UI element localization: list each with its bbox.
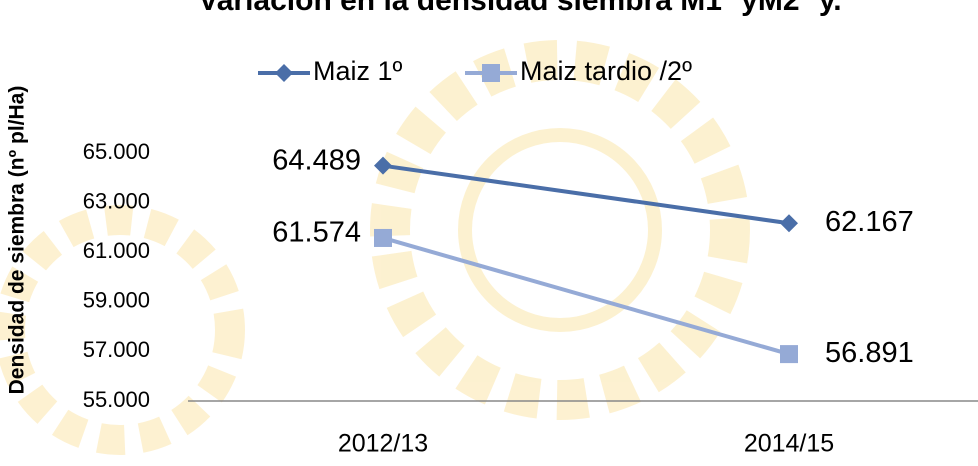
- series-line: [382, 236, 790, 357]
- legend-marker: [275, 64, 293, 82]
- y-tick-label: 61.000: [83, 238, 150, 263]
- marker: [780, 214, 798, 233]
- data-label: 61.574: [272, 217, 361, 249]
- y-tick-label: 57.000: [83, 337, 150, 362]
- data-label: 56.891: [825, 337, 914, 369]
- x-tick-label: 2014/15: [744, 430, 834, 458]
- series-line: [382, 163, 790, 226]
- y-tick-label: 63.000: [83, 188, 150, 213]
- data-label: 64.489: [272, 144, 361, 176]
- chart-title: Variación en la densidad siembra M1º yM2…: [198, 0, 841, 17]
- y-tick-label: 55.000: [83, 387, 150, 412]
- marker: [374, 156, 392, 175]
- data-label: 62.167: [825, 206, 914, 238]
- marker: [780, 345, 798, 364]
- y-tick-label: 65.000: [83, 139, 150, 164]
- y-axis-label: Densidad de siembra (nº pl/Ha): [6, 86, 29, 395]
- legend-marker: [482, 64, 500, 82]
- legend-label: Maiz tardio /2º: [520, 56, 692, 86]
- y-tick-label: 59.000: [83, 288, 150, 313]
- legend-label: Maiz 1º: [313, 56, 403, 86]
- marker: [374, 228, 392, 247]
- x-tick-label: 2012/13: [338, 430, 428, 458]
